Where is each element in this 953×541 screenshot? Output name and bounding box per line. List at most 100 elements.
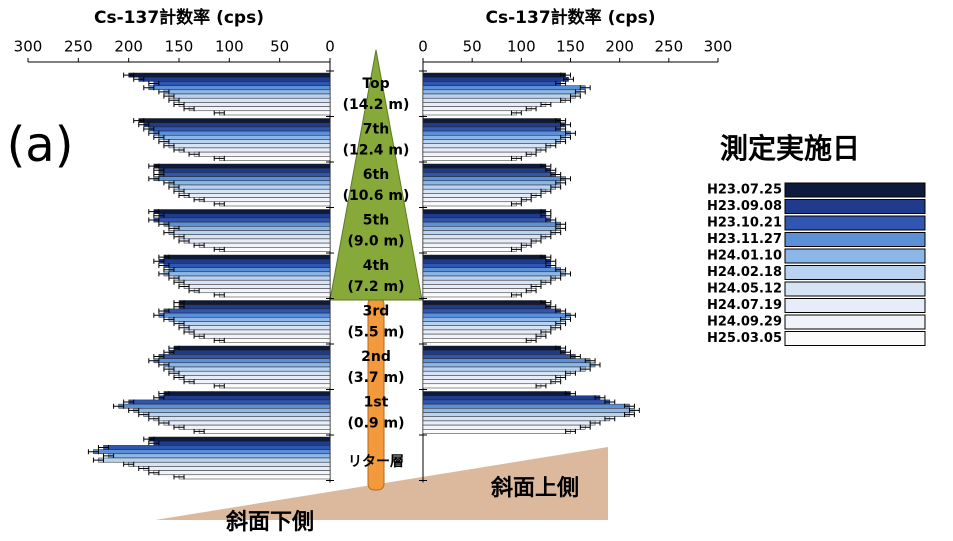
- error-bar: [173, 300, 185, 306]
- bar: [422, 375, 561, 380]
- error-bar: [550, 325, 562, 331]
- bar: [422, 263, 552, 268]
- bar: [108, 453, 331, 459]
- error-bar: [148, 440, 160, 446]
- error-bar: [604, 416, 616, 422]
- bar: [183, 284, 331, 289]
- bar: [183, 325, 331, 331]
- error-bar: [604, 399, 616, 405]
- bar: [422, 395, 601, 401]
- chart-title: Cs-137計数率 (cps): [94, 7, 264, 28]
- bar: [158, 167, 331, 173]
- bar: [153, 470, 331, 476]
- error-bar: [148, 81, 160, 86]
- legend-swatch: [784, 232, 926, 247]
- bar: [163, 221, 331, 227]
- error-bar: [213, 155, 225, 161]
- bar: [153, 163, 331, 169]
- bar: [422, 163, 547, 169]
- error-bar: [148, 217, 160, 223]
- bar: [422, 201, 517, 207]
- category-height: (12.4 m): [343, 143, 410, 159]
- category-height: (9.0 m): [347, 234, 404, 250]
- error-bar: [550, 172, 562, 177]
- legend-label: H23.11.27: [707, 232, 782, 247]
- error-bar: [525, 288, 537, 294]
- error-bar: [540, 209, 552, 215]
- error-bar: [173, 304, 185, 310]
- error-bar: [511, 246, 522, 252]
- bar: [422, 399, 611, 405]
- bar: [163, 254, 331, 260]
- error-bar: [560, 176, 571, 182]
- error-bar: [560, 271, 571, 277]
- category-height: (14.2 m): [343, 97, 410, 113]
- bar: [158, 312, 331, 318]
- bar: [422, 85, 586, 91]
- error-bar: [213, 246, 225, 252]
- error-bar: [550, 184, 562, 190]
- error-bar: [511, 292, 522, 298]
- category-label: 1st: [364, 395, 389, 411]
- legend-label: H23.09.08: [707, 199, 782, 214]
- error-bar: [193, 197, 205, 203]
- category-label: 6th: [363, 167, 389, 183]
- bar: [219, 247, 331, 252]
- legend-label: H25.03.05: [707, 331, 782, 346]
- bar: [128, 399, 331, 405]
- error-bar: [158, 391, 170, 397]
- error-bar: [545, 263, 557, 268]
- bar: [158, 354, 331, 359]
- bar: [422, 345, 561, 351]
- bar: [422, 321, 561, 326]
- x-tick-label: 150: [556, 38, 585, 56]
- legend-swatch: [784, 199, 926, 214]
- bar: [158, 213, 331, 219]
- bar: [153, 130, 331, 136]
- legend-swatch: [784, 215, 926, 231]
- bar: [422, 403, 630, 409]
- bar: [158, 258, 331, 264]
- bar: [219, 383, 331, 389]
- bar: [422, 209, 547, 214]
- bar: [422, 106, 532, 112]
- error-bar: [163, 316, 175, 322]
- error-bar: [530, 238, 542, 244]
- category-label: 2nd: [361, 349, 391, 365]
- error-bar: [213, 337, 225, 343]
- bar: [163, 271, 331, 277]
- bar: [422, 130, 571, 136]
- legend-label: H24.02.18: [707, 265, 782, 280]
- bar: [422, 258, 552, 264]
- error-bar: [629, 407, 640, 413]
- legend-label: H24.05.12: [707, 282, 782, 297]
- bar: [148, 436, 331, 442]
- bar: [422, 76, 569, 82]
- bar: [422, 416, 611, 422]
- error-bar: [560, 134, 571, 140]
- bar: [422, 362, 596, 368]
- legend-swatch: [784, 281, 926, 297]
- error-bar: [183, 106, 195, 112]
- bar: [143, 122, 331, 128]
- bar: [422, 254, 547, 260]
- error-bar: [594, 395, 606, 401]
- error-bar: [530, 193, 542, 198]
- error-bar: [173, 147, 185, 153]
- error-bar: [213, 110, 225, 116]
- bar: [422, 118, 561, 123]
- x-tick-label: 300: [704, 38, 733, 56]
- bar: [422, 383, 542, 389]
- error-bar: [87, 449, 99, 455]
- bar: [178, 474, 331, 480]
- bar: [422, 93, 576, 99]
- bar: [118, 403, 331, 409]
- error-bar: [560, 122, 571, 128]
- error-bar: [565, 391, 576, 397]
- error-bar: [560, 97, 571, 103]
- bar: [153, 416, 331, 422]
- bar: [163, 89, 331, 95]
- error-bar: [123, 461, 135, 467]
- bar: [178, 375, 331, 380]
- error-bar: [520, 197, 532, 203]
